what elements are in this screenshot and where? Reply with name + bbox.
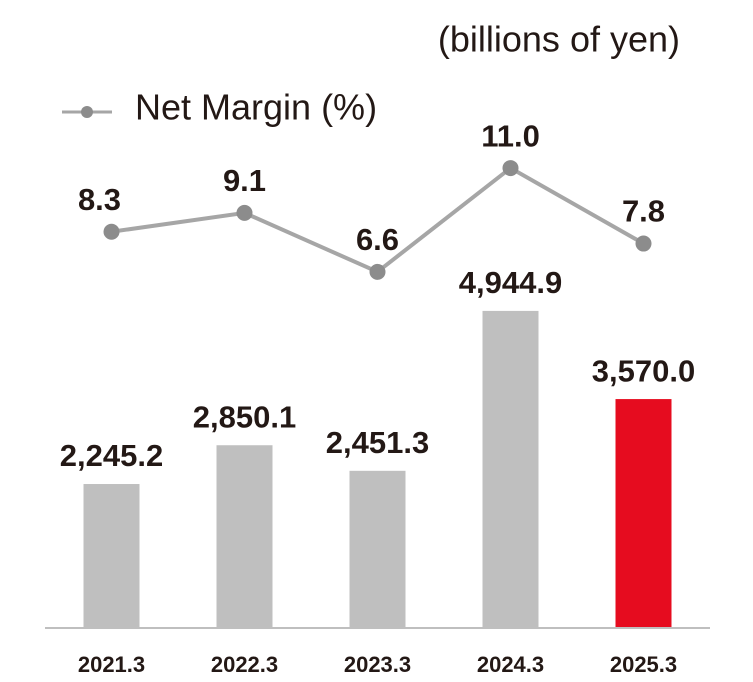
- bar: [216, 445, 273, 628]
- x-tick-label: 2021.3: [78, 652, 145, 677]
- bar-value-label: 4,944.9: [459, 265, 562, 300]
- x-tick-label: 2024.3: [477, 652, 544, 677]
- line-value-label: 11.0: [481, 118, 540, 153]
- line-value-label: 9.1: [223, 163, 266, 198]
- bar-value-label: 2,245.2: [60, 438, 163, 473]
- line-marker: [236, 204, 253, 221]
- legend-marker: [81, 106, 93, 118]
- x-tick-label: 2022.3: [211, 652, 278, 677]
- line-value-label: 7.8: [622, 194, 665, 229]
- bar: [482, 310, 539, 628]
- line-marker: [502, 160, 519, 177]
- bar-value-label: 2,451.3: [326, 425, 429, 460]
- unit-label: (billions of yen): [438, 19, 680, 60]
- legend-label: Net Margin (%): [135, 87, 377, 128]
- bar: [615, 399, 672, 628]
- x-tick-label: 2025.3: [610, 652, 677, 677]
- bar: [349, 470, 406, 628]
- x-tick-label: 2023.3: [344, 652, 411, 677]
- line-value-label: 6.6: [356, 222, 399, 257]
- bar-value-label: 2,850.1: [193, 399, 296, 434]
- bar-value-label: 3,570.0: [592, 353, 695, 388]
- line-marker: [635, 235, 652, 252]
- bar: [83, 484, 140, 628]
- line-marker: [103, 223, 120, 240]
- line-marker: [369, 263, 386, 280]
- line-value-label: 8.3: [78, 182, 121, 217]
